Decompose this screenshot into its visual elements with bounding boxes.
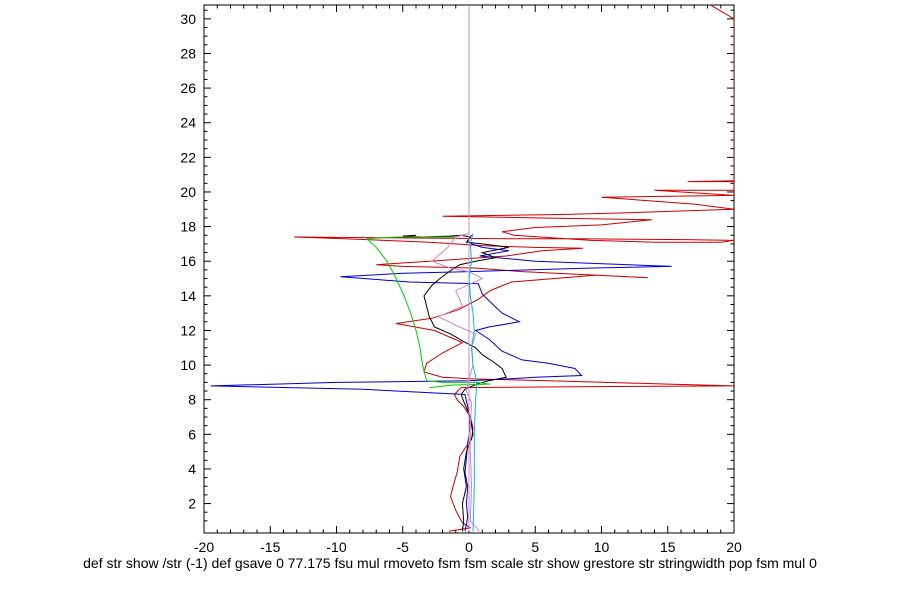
x-tick-label: -20 xyxy=(194,539,214,555)
x-tick-label: 20 xyxy=(726,539,742,555)
series-cyan-line xyxy=(468,233,478,532)
y-tick-label: 28 xyxy=(180,45,196,61)
y-tick-label: 6 xyxy=(188,426,196,442)
y-tick-label: 12 xyxy=(180,322,196,338)
x-tick-label: 0 xyxy=(465,539,473,555)
x-axis-label: def str show /str (-1) def gsave 0 77.17… xyxy=(83,555,817,571)
y-tick-label: 10 xyxy=(180,357,196,373)
series-blue-line xyxy=(210,234,672,532)
y-tick-label: 8 xyxy=(188,392,196,408)
x-tick-label: 10 xyxy=(594,539,610,555)
y-tick-label: 4 xyxy=(188,461,196,477)
x-tick-label: 15 xyxy=(660,539,676,555)
y-tick-label: 14 xyxy=(180,288,196,304)
series-red-line xyxy=(294,5,734,532)
y-tick-label: 22 xyxy=(180,149,196,165)
series-black-line xyxy=(402,234,509,532)
y-tick-label: 26 xyxy=(180,80,196,96)
y-tick-label: 16 xyxy=(180,253,196,269)
tick-labels: -20 -15 -10 -5 0 5 10 15 20246810121416182022242… xyxy=(180,11,742,555)
y-tick-label: 20 xyxy=(180,184,196,200)
x-tick-label: 5 xyxy=(531,539,539,555)
x-tick-label: -10 xyxy=(326,539,346,555)
series-green-line xyxy=(365,236,491,389)
series-layer xyxy=(210,5,734,532)
x-tick-label: -5 xyxy=(397,539,410,555)
y-tick-label: 24 xyxy=(180,115,196,131)
series-violet-line xyxy=(430,5,484,532)
y-tick-label: 2 xyxy=(188,496,196,512)
axis-ticks xyxy=(203,5,735,533)
x-tick-label: -15 xyxy=(260,539,280,555)
y-tick-label: 18 xyxy=(180,219,196,235)
y-tick-label: 30 xyxy=(180,11,196,27)
